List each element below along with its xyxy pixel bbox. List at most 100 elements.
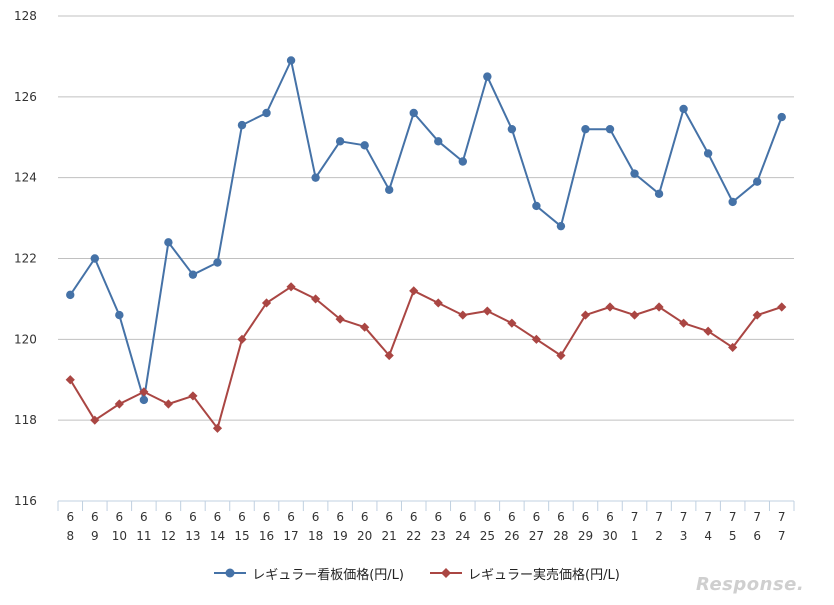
- x-tick-label-day: 5: [729, 529, 737, 543]
- data-point: [728, 197, 737, 207]
- x-tick-label-day: 7: [778, 529, 786, 543]
- x-tick-label-day: 14: [210, 529, 225, 543]
- data-point: [286, 282, 296, 292]
- x-tick-label-day: 15: [234, 529, 249, 543]
- data-point: [482, 306, 492, 316]
- x-tick-label-month: 6: [66, 510, 74, 524]
- data-point: [66, 290, 75, 300]
- y-tick-label: 126: [14, 90, 37, 104]
- data-point: [261, 298, 272, 308]
- data-point: [433, 298, 443, 308]
- data-point: [556, 221, 566, 231]
- data-point: [483, 72, 492, 81]
- x-tick-label-month: 7: [655, 510, 663, 524]
- x-tick-label-day: 28: [553, 529, 568, 543]
- data-point: [90, 254, 100, 263]
- data-point: [409, 108, 418, 118]
- data-point: [507, 124, 517, 134]
- data-point: [139, 387, 149, 397]
- x-tick-label-day: 22: [406, 529, 421, 543]
- legend-item-signboard-price: レギュラー看板価格(円/L): [214, 564, 404, 583]
- data-point: [458, 157, 467, 166]
- data-point: [360, 141, 369, 150]
- series-line: [69, 59, 783, 401]
- grid-lines: [58, 15, 794, 502]
- data-point: [163, 399, 173, 409]
- x-tick-label-day: 1: [631, 529, 639, 543]
- x-tick-label-month: 7: [753, 510, 761, 524]
- y-tick-label: 122: [14, 252, 37, 266]
- data-point: [114, 399, 124, 409]
- data-point: [703, 149, 713, 158]
- y-tick-label: 120: [14, 332, 37, 346]
- x-tick-label-day: 26: [504, 529, 519, 543]
- x-tick-label-month: 6: [582, 510, 590, 524]
- data-point: [753, 177, 762, 186]
- x-tick-label-day: 11: [136, 529, 151, 543]
- x-tick-label-month: 6: [361, 510, 369, 524]
- data-point: [581, 124, 590, 134]
- data-point: [458, 310, 468, 320]
- x-tick-label-day: 16: [259, 529, 274, 543]
- legend-item-actual-price: レギュラー実売価格(円/L): [430, 564, 620, 583]
- series-layer: [65, 56, 787, 433]
- x-tick-label-day: 9: [91, 529, 99, 543]
- data-point: [752, 310, 762, 320]
- y-tick-label: 116: [14, 494, 37, 508]
- x-tick-label-day: 24: [455, 529, 470, 543]
- circle-marker-icon: [214, 568, 247, 578]
- x-tick-label-month: 6: [385, 510, 393, 524]
- data-point: [679, 318, 689, 328]
- x-tick-label-month: 6: [189, 510, 197, 524]
- data-point: [654, 189, 664, 199]
- x-tick-label-month: 6: [434, 510, 442, 524]
- data-point: [90, 415, 100, 425]
- legend: レギュラー看板価格(円/L) レギュラー実売価格(円/L): [0, 562, 834, 584]
- data-point: [360, 322, 370, 332]
- x-tick-label-month: 6: [533, 510, 541, 524]
- data-point: [385, 185, 394, 194]
- x-tick-label-month: 6: [410, 510, 418, 524]
- y-tick-label: 118: [14, 413, 37, 427]
- x-tick-label-month: 6: [116, 510, 124, 524]
- y-tick-label: 128: [14, 9, 37, 23]
- x-tick-label-month: 6: [165, 510, 173, 524]
- x-tick-label-month: 7: [631, 510, 639, 524]
- data-point: [507, 318, 517, 328]
- x-axis: 6869610611612613614615616617618619620621…: [57, 500, 795, 543]
- data-point: [212, 423, 223, 433]
- data-point: [335, 137, 345, 146]
- data-point: [630, 169, 639, 178]
- data-point: [213, 258, 222, 267]
- x-tick-label-day: 8: [66, 529, 74, 543]
- data-point: [286, 56, 296, 65]
- x-tick-label-day: 3: [680, 529, 688, 543]
- data-point: [335, 314, 345, 324]
- data-point: [679, 104, 688, 114]
- x-tick-label-day: 2: [655, 529, 663, 543]
- x-tick-label-month: 6: [484, 510, 492, 524]
- series-line: [69, 285, 783, 430]
- x-tick-label-day: 29: [578, 529, 593, 543]
- x-tick-label-month: 7: [778, 510, 786, 524]
- data-point: [262, 108, 271, 118]
- x-tick-label-day: 4: [704, 529, 712, 543]
- data-point: [532, 201, 541, 211]
- data-point: [65, 375, 75, 385]
- x-tick-label-day: 17: [283, 529, 298, 543]
- x-tick-label-day: 20: [357, 529, 372, 543]
- x-tick-label-month: 7: [704, 510, 712, 524]
- x-tick-label-month: 6: [214, 510, 222, 524]
- series-0: [66, 56, 786, 405]
- data-point: [777, 112, 786, 122]
- data-point: [728, 342, 738, 353]
- x-tick-label-day: 12: [161, 529, 176, 543]
- data-point: [531, 334, 541, 344]
- x-tick-label-month: 6: [312, 510, 320, 524]
- x-tick-label-month: 6: [606, 510, 614, 524]
- data-point: [654, 302, 664, 312]
- response-logo: Response.: [696, 574, 804, 595]
- data-point: [188, 270, 198, 279]
- x-tick-label-month: 6: [287, 510, 295, 524]
- data-point: [311, 173, 320, 182]
